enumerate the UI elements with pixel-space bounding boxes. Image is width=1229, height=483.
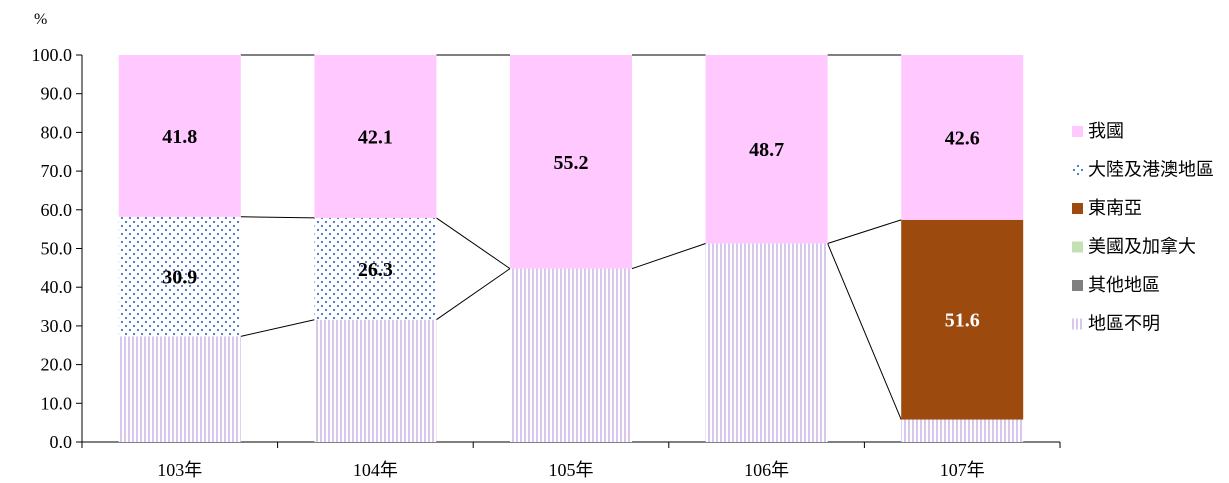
data-label: 42.6 <box>945 127 980 149</box>
legend-swatch <box>1072 241 1083 253</box>
bars <box>118 55 1024 442</box>
y-tick-label: 90.0 <box>41 84 73 104</box>
series-line <box>240 319 315 337</box>
bar-segment <box>118 336 241 442</box>
y-tick-label: 50.0 <box>41 239 73 259</box>
y-tick-label: 20.0 <box>41 355 73 375</box>
legend-swatch <box>1072 280 1083 291</box>
x-tick-label: 103年 <box>157 460 202 480</box>
bar-segment <box>705 55 828 244</box>
y-tick-label: 70.0 <box>41 161 73 181</box>
bar-segment <box>901 219 1024 420</box>
data-label: 30.9 <box>162 267 197 289</box>
data-label: 55.2 <box>554 152 589 174</box>
legend-label: 東南亞 <box>1088 198 1142 219</box>
data-label: 51.6 <box>945 310 980 332</box>
y-tick-label: 0.0 <box>50 432 73 452</box>
series-line <box>827 219 902 244</box>
legend-swatch <box>1072 164 1083 176</box>
x-tick-label: 107年 <box>940 460 985 480</box>
y-axis: 0.0 10.0 20.0 30.0 40.0 50.0 60.0 70.0 80.0 90.0 1… <box>32 45 83 452</box>
series-line <box>631 242 706 270</box>
bar-segment <box>705 243 828 442</box>
legend-label: 我國 <box>1088 121 1124 142</box>
x-tick-label: 104年 <box>353 460 398 480</box>
legend-label: 地區不明 <box>1088 314 1160 335</box>
series-line <box>436 217 511 270</box>
data-label: 48.7 <box>749 139 784 161</box>
x-tick-label: 106年 <box>744 460 789 480</box>
bar-segment <box>118 55 241 217</box>
bar-segment <box>901 55 1024 220</box>
y-tick-label: 100.0 <box>32 45 73 65</box>
legend-swatch <box>1072 318 1083 330</box>
bar-segment <box>901 419 1024 442</box>
legend-label: 其他地區 <box>1088 275 1160 296</box>
data-labels: 41.8 30.9 42.1 26.3 55.2 48.7 42.6 51.6 <box>162 126 979 332</box>
data-label: 42.1 <box>358 126 393 148</box>
data-label: 41.8 <box>162 126 197 148</box>
legend-swatch <box>1072 203 1083 214</box>
bar-segment <box>510 268 632 442</box>
bar-segment <box>118 216 241 337</box>
y-tick-label: 60.0 <box>41 200 73 220</box>
series-line <box>827 243 902 420</box>
y-tick-label: 80.0 <box>41 122 73 142</box>
bar-segment <box>510 55 632 269</box>
legend-label: 大陸及港澳地區 <box>1088 160 1214 181</box>
y-tick-label: 40.0 <box>41 277 73 297</box>
series-line <box>240 216 315 219</box>
x-tick-label: 105年 <box>549 460 594 480</box>
data-label: 26.3 <box>358 259 393 281</box>
bar-segment <box>314 217 437 320</box>
legend-label: 美國及加拿大 <box>1088 236 1196 258</box>
y-tick-label: 10.0 <box>41 393 73 413</box>
series-connector-lines <box>240 54 902 420</box>
legend-swatch <box>1072 126 1083 137</box>
y-unit-label: % <box>34 11 47 28</box>
y-tick-label: 30.0 <box>41 316 73 336</box>
x-axis: 103年 104年 105年 106年 107年 <box>81 441 1061 480</box>
bar-segment <box>314 319 437 442</box>
bar-segment <box>314 55 437 218</box>
series-line <box>436 268 511 321</box>
